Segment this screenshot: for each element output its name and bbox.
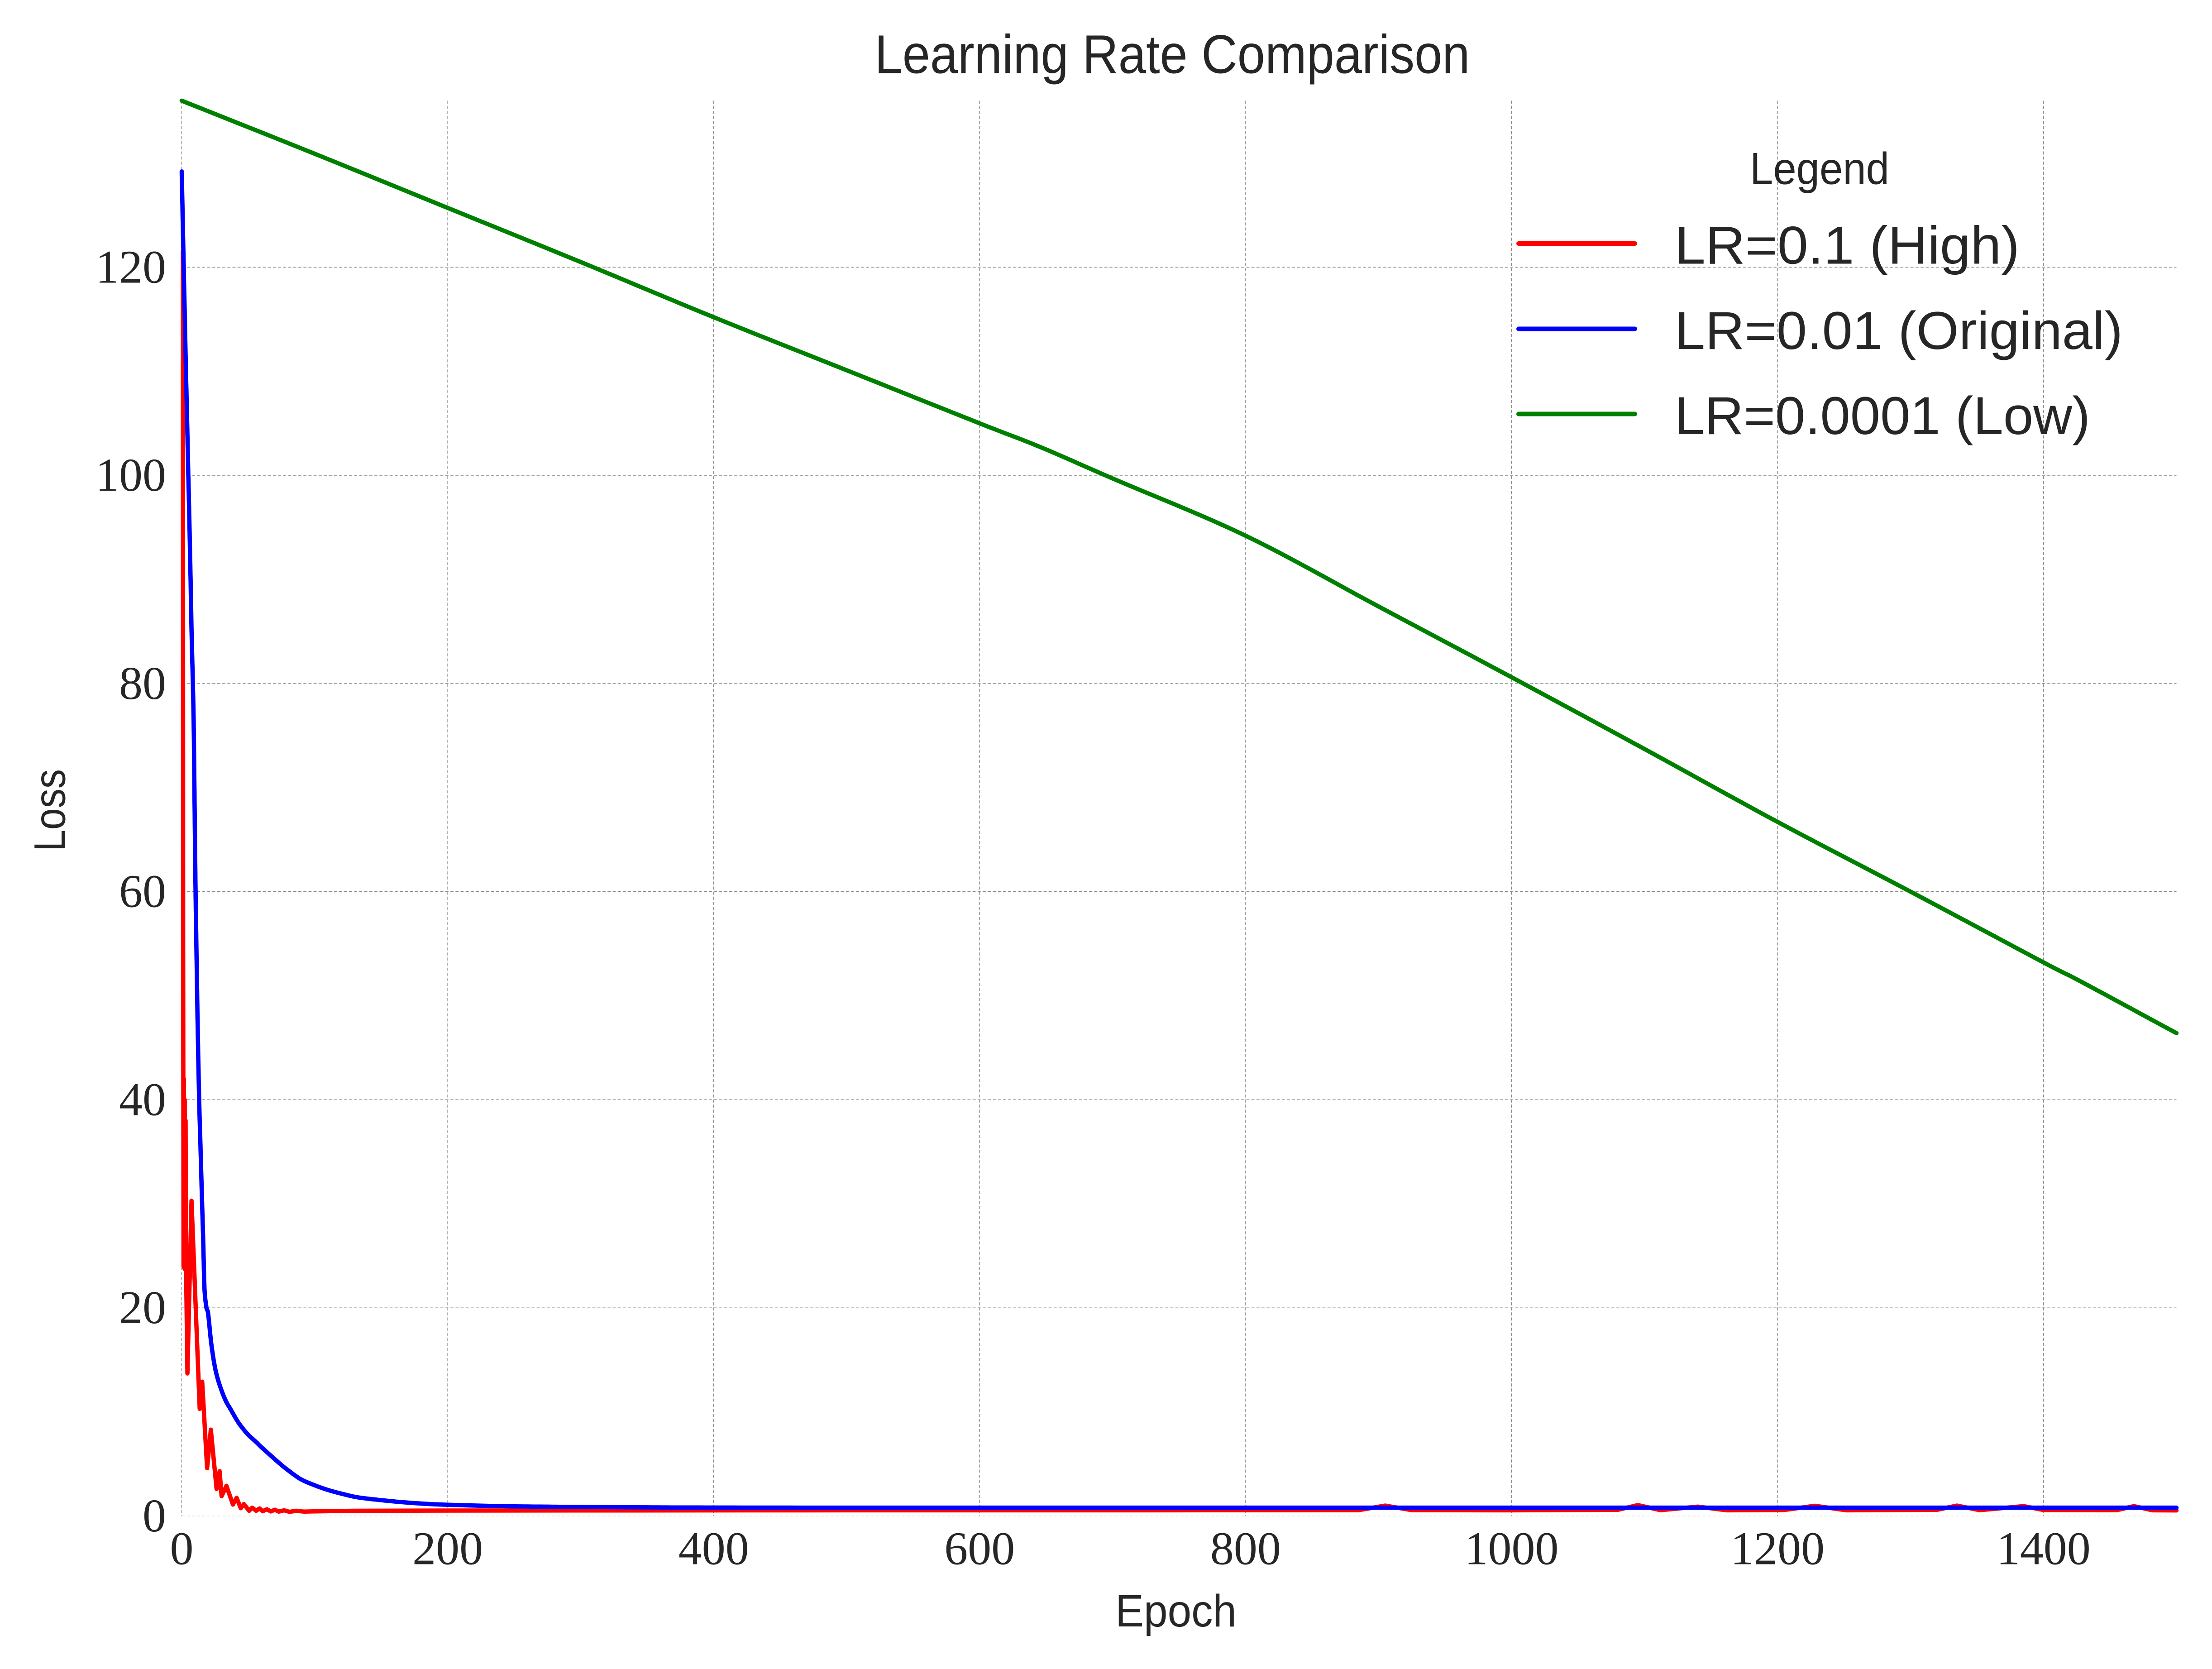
- svg-text:120: 120: [96, 241, 166, 293]
- svg-text:60: 60: [119, 866, 166, 918]
- svg-text:400: 400: [678, 1523, 749, 1575]
- svg-text:40: 40: [119, 1073, 166, 1125]
- svg-text:Legend: Legend: [1750, 143, 1889, 194]
- svg-text:600: 600: [944, 1523, 1015, 1575]
- svg-text:LR=0.0001 (Low): LR=0.0001 (Low): [1675, 386, 2090, 446]
- svg-text:200: 200: [412, 1523, 483, 1575]
- svg-text:Learning Rate Comparison: Learning Rate Comparison: [875, 24, 1470, 85]
- svg-text:800: 800: [1210, 1523, 1281, 1575]
- svg-text:100: 100: [96, 449, 166, 501]
- svg-text:Epoch: Epoch: [1115, 1586, 1237, 1636]
- svg-text:Loss: Loss: [25, 769, 75, 851]
- svg-text:0: 0: [143, 1490, 166, 1542]
- svg-text:0: 0: [170, 1523, 194, 1575]
- svg-text:1400: 1400: [1997, 1523, 2091, 1575]
- svg-text:1000: 1000: [1465, 1523, 1559, 1575]
- svg-text:LR=0.1 (High): LR=0.1 (High): [1675, 216, 2020, 276]
- svg-text:20: 20: [119, 1282, 166, 1334]
- svg-text:1200: 1200: [1730, 1523, 1825, 1575]
- svg-text:80: 80: [119, 657, 166, 709]
- svg-text:LR=0.01 (Original): LR=0.01 (Original): [1675, 301, 2123, 361]
